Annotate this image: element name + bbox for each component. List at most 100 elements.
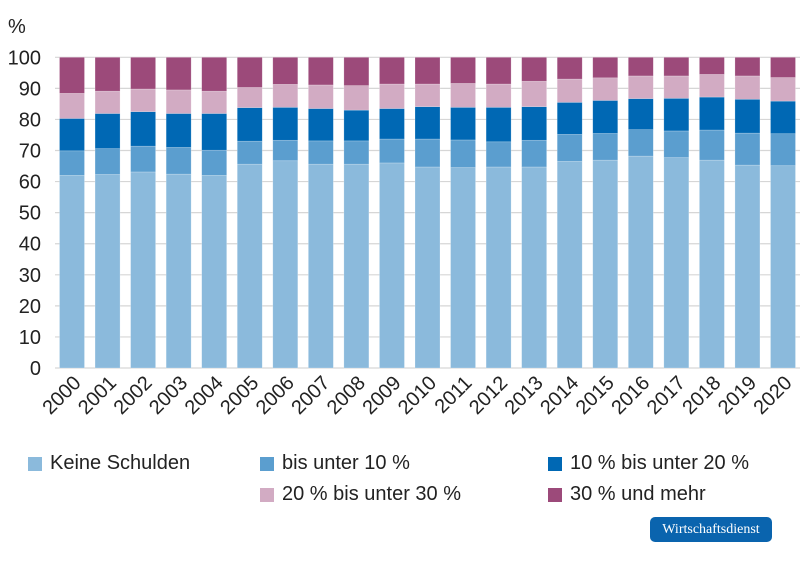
bar-segment xyxy=(130,171,156,369)
bar-segment xyxy=(272,107,299,141)
x-tick-label: 2009 xyxy=(358,372,405,419)
x-tick-label: 2019 xyxy=(714,372,761,419)
bar-segment xyxy=(485,107,512,143)
x-tick-label: 2004 xyxy=(181,372,228,419)
bar-segment xyxy=(343,85,370,111)
bar-segment xyxy=(734,75,761,100)
bar-segment xyxy=(556,102,583,135)
bar-segment xyxy=(379,108,405,140)
bar-segment xyxy=(663,56,690,77)
x-tick-label: 2010 xyxy=(394,372,441,419)
bar-segment xyxy=(201,113,227,151)
bar-segment xyxy=(521,106,547,141)
x-tick-label: 2015 xyxy=(572,372,619,419)
bar-segment xyxy=(59,175,85,369)
bar-segment xyxy=(556,134,583,162)
bar-segment xyxy=(343,140,370,165)
y-axis-label: % xyxy=(8,16,26,38)
bar-segment xyxy=(627,155,654,369)
legend-label: Keine Schulden xyxy=(50,452,191,474)
bar-segment xyxy=(130,145,156,173)
bar-segment xyxy=(699,129,725,161)
bar-segment xyxy=(343,56,370,86)
bar-segment xyxy=(770,100,796,135)
x-tick-label: 2008 xyxy=(323,372,370,419)
x-tick-label: 2006 xyxy=(252,372,299,419)
bar-segment xyxy=(272,160,299,369)
bar-segment xyxy=(414,106,441,140)
bar-segment xyxy=(379,56,405,85)
bar-segment xyxy=(201,56,227,92)
bar-segment xyxy=(165,147,192,175)
bar-segment xyxy=(379,138,405,164)
bar-segment xyxy=(130,56,156,90)
legend-swatch xyxy=(548,487,562,502)
bar-segment xyxy=(272,56,299,85)
legend-label: 30 % und mehr xyxy=(570,483,706,505)
bar-segment xyxy=(165,56,192,91)
bar-segment xyxy=(450,167,476,369)
bar-segment xyxy=(59,93,85,119)
x-tick-label: 2020 xyxy=(750,372,797,419)
stacked-bar-chart: 0102030405060708090100%20002001200220032… xyxy=(8,16,800,419)
legend-label: bis unter 10 % xyxy=(282,452,410,474)
x-tick-label: 2005 xyxy=(216,372,263,419)
bar-segment xyxy=(556,78,583,103)
bar-segment xyxy=(521,56,547,82)
bar-segment xyxy=(627,56,654,77)
bar-segment xyxy=(592,159,619,369)
bar-segment xyxy=(450,139,476,168)
bar-segment xyxy=(59,150,85,176)
y-tick-label: 40 xyxy=(19,234,41,256)
bar-segment xyxy=(414,138,441,168)
bar-segment xyxy=(663,157,690,369)
bar-segment xyxy=(343,109,370,142)
bar-segment xyxy=(485,56,512,85)
bar-segment xyxy=(734,164,761,369)
x-tick-label: 2002 xyxy=(110,372,157,419)
bar-segment xyxy=(556,161,583,369)
bar-segment xyxy=(699,74,725,98)
y-tick-label: 100 xyxy=(8,47,41,69)
legend-swatch xyxy=(548,456,562,471)
bar-segment xyxy=(130,88,156,112)
bar-segment xyxy=(236,140,263,165)
legend-label: 20 % bis unter 30 % xyxy=(282,483,461,505)
legend-item: 20 % bis unter 30 % xyxy=(260,483,461,506)
y-tick-label: 50 xyxy=(19,203,41,225)
bar-segment xyxy=(236,87,263,108)
bar-segment xyxy=(450,83,476,108)
x-tick-label: 2003 xyxy=(145,372,192,419)
x-tick-label: 2007 xyxy=(287,372,334,419)
bar-segment xyxy=(201,175,227,369)
bar-segment xyxy=(94,90,121,114)
bar-segment xyxy=(201,149,227,176)
y-tick-label: 20 xyxy=(19,296,41,318)
bar-segment xyxy=(770,77,796,102)
bar-segment xyxy=(94,174,121,369)
x-tick-label: 2011 xyxy=(431,372,477,418)
x-tick-label: 2000 xyxy=(39,372,86,419)
bar-segment xyxy=(201,90,227,114)
bar-segment xyxy=(663,98,690,132)
y-tick-label: 60 xyxy=(19,172,41,194)
bar-segment xyxy=(734,98,761,134)
bar-segment xyxy=(450,107,476,141)
bar-segment xyxy=(734,56,761,77)
bar-segment xyxy=(308,56,334,86)
x-tick-label: 2017 xyxy=(643,372,690,419)
bar-segment xyxy=(592,100,619,134)
bar-segment xyxy=(627,75,654,99)
legend-item: 10 % bis unter 20 % xyxy=(548,452,749,475)
bar-segment xyxy=(272,139,299,162)
y-tick-label: 70 xyxy=(19,141,41,163)
legend-swatch xyxy=(260,456,274,471)
x-tick-label: 2018 xyxy=(678,372,725,419)
bar-segment xyxy=(485,141,512,168)
bar-segment xyxy=(272,84,299,108)
x-tick-label: 2012 xyxy=(465,372,512,419)
bar-segment xyxy=(770,133,796,167)
bar-segment xyxy=(94,56,121,92)
bar-segment xyxy=(521,80,547,108)
bar-segment xyxy=(308,163,334,369)
